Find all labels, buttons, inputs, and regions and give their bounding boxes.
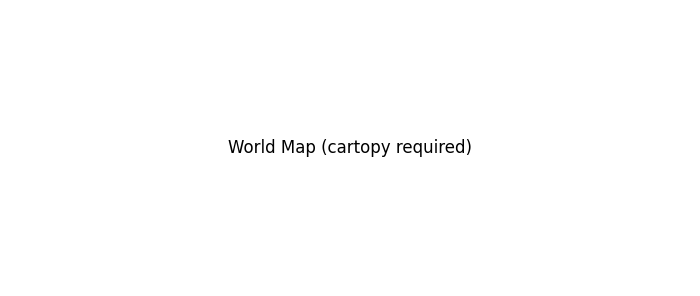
Text: World Map (cartopy required): World Map (cartopy required) (228, 139, 472, 157)
